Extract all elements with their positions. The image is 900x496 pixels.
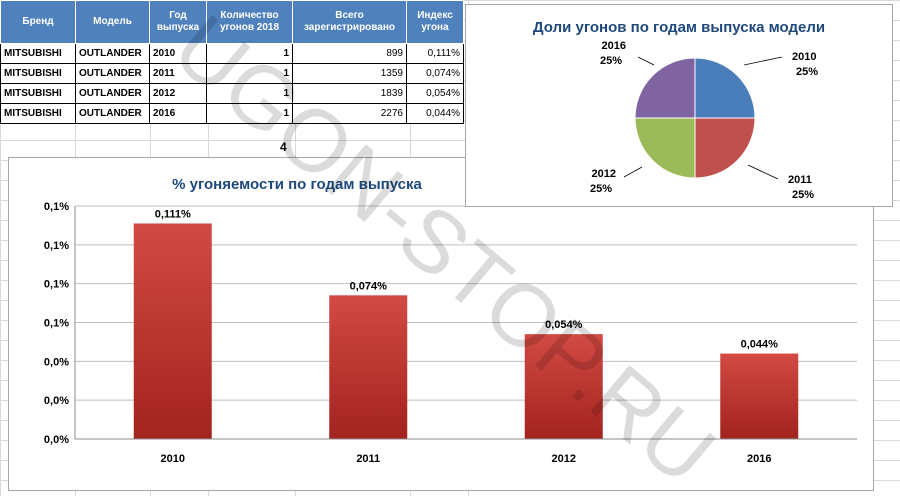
pie-percent-label: 25% (792, 189, 814, 201)
theft-data-table: Бренд Модель Год выпуска Количество угонов… (0, 0, 464, 124)
y-tick-label: 0,0% (44, 434, 69, 446)
cell-thefts[interactable]: 1 (206, 83, 293, 104)
cell-index[interactable]: 0,054% (406, 83, 464, 104)
pie-leader-line (623, 166, 643, 178)
pie-leader-line (747, 164, 779, 180)
cell-model[interactable]: OUTLANDER (75, 43, 150, 64)
bar (720, 353, 799, 439)
pie-slice (694, 57, 756, 119)
cell-model[interactable]: OUTLANDER (75, 63, 150, 84)
header-index[interactable]: Индекс угона (406, 0, 464, 44)
header-brand[interactable]: Бренд (0, 0, 76, 44)
table-row: MITSUBISHI OUTLANDER 2012 1 1839 0,054% (0, 83, 464, 104)
y-tick-label: 0,1% (44, 201, 69, 213)
bar (133, 223, 212, 439)
cell-registered[interactable]: 2276 (292, 103, 407, 124)
cell-index[interactable]: 0,044% (406, 103, 464, 124)
table-body: MITSUBISHI OUTLANDER 2010 1 899 0,111% M… (0, 43, 464, 124)
cell-year[interactable]: 2011 (149, 63, 207, 84)
bar-chart-panel[interactable]: % угоняемости по годам выпуска 0,1% 0,1% 0… (8, 157, 874, 491)
table-row: MITSUBISHI OUTLANDER 2010 1 899 0,111% (0, 43, 464, 64)
cell-model[interactable]: OUTLANDER (75, 83, 150, 104)
cell-index[interactable]: 0,111% (406, 43, 464, 64)
x-tick-label: 2011 (356, 453, 380, 465)
cell-year[interactable]: 2010 (149, 43, 207, 64)
y-tick-label: 0,0% (44, 395, 69, 407)
cell-thefts[interactable]: 1 (206, 43, 293, 64)
pie-slice (694, 117, 756, 179)
pie-percent-label: 25% (590, 183, 612, 195)
table-row: MITSUBISHI OUTLANDER 2016 1 2276 0,044% (0, 103, 464, 124)
bar-chart-title: % угоняемости по годам выпуска (172, 176, 422, 193)
y-tick-label: 0,1% (44, 318, 69, 330)
header-thefts[interactable]: Количество угонов 2018 (206, 0, 293, 44)
cell-thefts[interactable]: 1 (206, 103, 293, 124)
cell-year[interactable]: 2012 (149, 83, 207, 104)
y-tick-label: 0,0% (44, 356, 69, 368)
x-tick-label: 2012 (552, 453, 576, 465)
pie-category-label: 2011 (788, 174, 812, 186)
bar-chart-y-axis: 0,1% 0,1% 0,1% 0,1% 0,0% 0,0% 0,0% (44, 201, 76, 446)
header-registered[interactable]: Всего зарегистрировано (292, 0, 407, 44)
cell-index[interactable]: 0,074% (406, 63, 464, 84)
pie-chart-panel[interactable]: Доли угонов по годам выпуска модели 2010… (465, 4, 893, 207)
cell-registered[interactable]: 1359 (292, 63, 407, 84)
pie-percent-label: 25% (796, 66, 818, 78)
cell-registered[interactable]: 899 (292, 43, 407, 64)
bar-chart-bars: 0,111% 0,074% 0,054% 0,044% (133, 208, 799, 439)
pie-category-label: 2010 (792, 51, 816, 63)
cell-thefts[interactable]: 1 (206, 63, 293, 84)
bar (329, 295, 408, 439)
pie-category-label: 2012 (592, 168, 616, 180)
pie-category-label: 2016 (602, 40, 626, 52)
x-tick-label: 2016 (747, 453, 771, 465)
table-header-row: Бренд Модель Год выпуска Количество угонов… (0, 0, 464, 44)
cell-brand[interactable]: MITSUBISHI (0, 63, 76, 84)
pie-slice (634, 117, 696, 179)
pie-chart-labels: 2010 25% 2011 25% 2012 25% 2016 25% (590, 40, 818, 201)
bar-data-label: 0,111% (155, 208, 191, 220)
y-tick-label: 0,1% (44, 279, 69, 291)
cell-brand[interactable]: MITSUBISHI (0, 43, 76, 64)
bar (524, 334, 603, 439)
pie-chart: Доли угонов по годам выпуска модели 2010… (533, 19, 825, 201)
bar-data-label: 0,054% (545, 319, 583, 331)
bar-data-label: 0,074% (350, 280, 388, 292)
pie-slice (634, 57, 696, 119)
pie-percent-label: 25% (600, 55, 622, 67)
y-tick-label: 0,1% (44, 240, 69, 252)
pie-chart-slices (634, 57, 756, 179)
header-model[interactable]: Модель (75, 0, 150, 44)
bar-chart: % угоняемости по годам выпуска 0,1%0,1%0… (44, 176, 857, 465)
table-row: MITSUBISHI OUTLANDER 2011 1 1359 0,074% (0, 63, 464, 84)
cell-brand[interactable]: MITSUBISHI (0, 83, 76, 104)
x-tick-label: 2010 (161, 453, 185, 465)
pie-chart-title: Доли угонов по годам выпуска модели (533, 19, 825, 36)
pie-leader-line (743, 56, 783, 66)
bar-data-label: 0,044% (741, 339, 779, 351)
bar-chart-x-axis: 2010 2011 2012 2016 (75, 438, 857, 465)
cell-value-four[interactable]: 4 (280, 140, 287, 154)
header-year[interactable]: Год выпуска (149, 0, 207, 44)
pie-leader-line (637, 56, 655, 66)
cell-year[interactable]: 2016 (149, 103, 207, 124)
cell-registered[interactable]: 1839 (292, 83, 407, 104)
cell-brand[interactable]: MITSUBISHI (0, 103, 76, 124)
cell-model[interactable]: OUTLANDER (75, 103, 150, 124)
